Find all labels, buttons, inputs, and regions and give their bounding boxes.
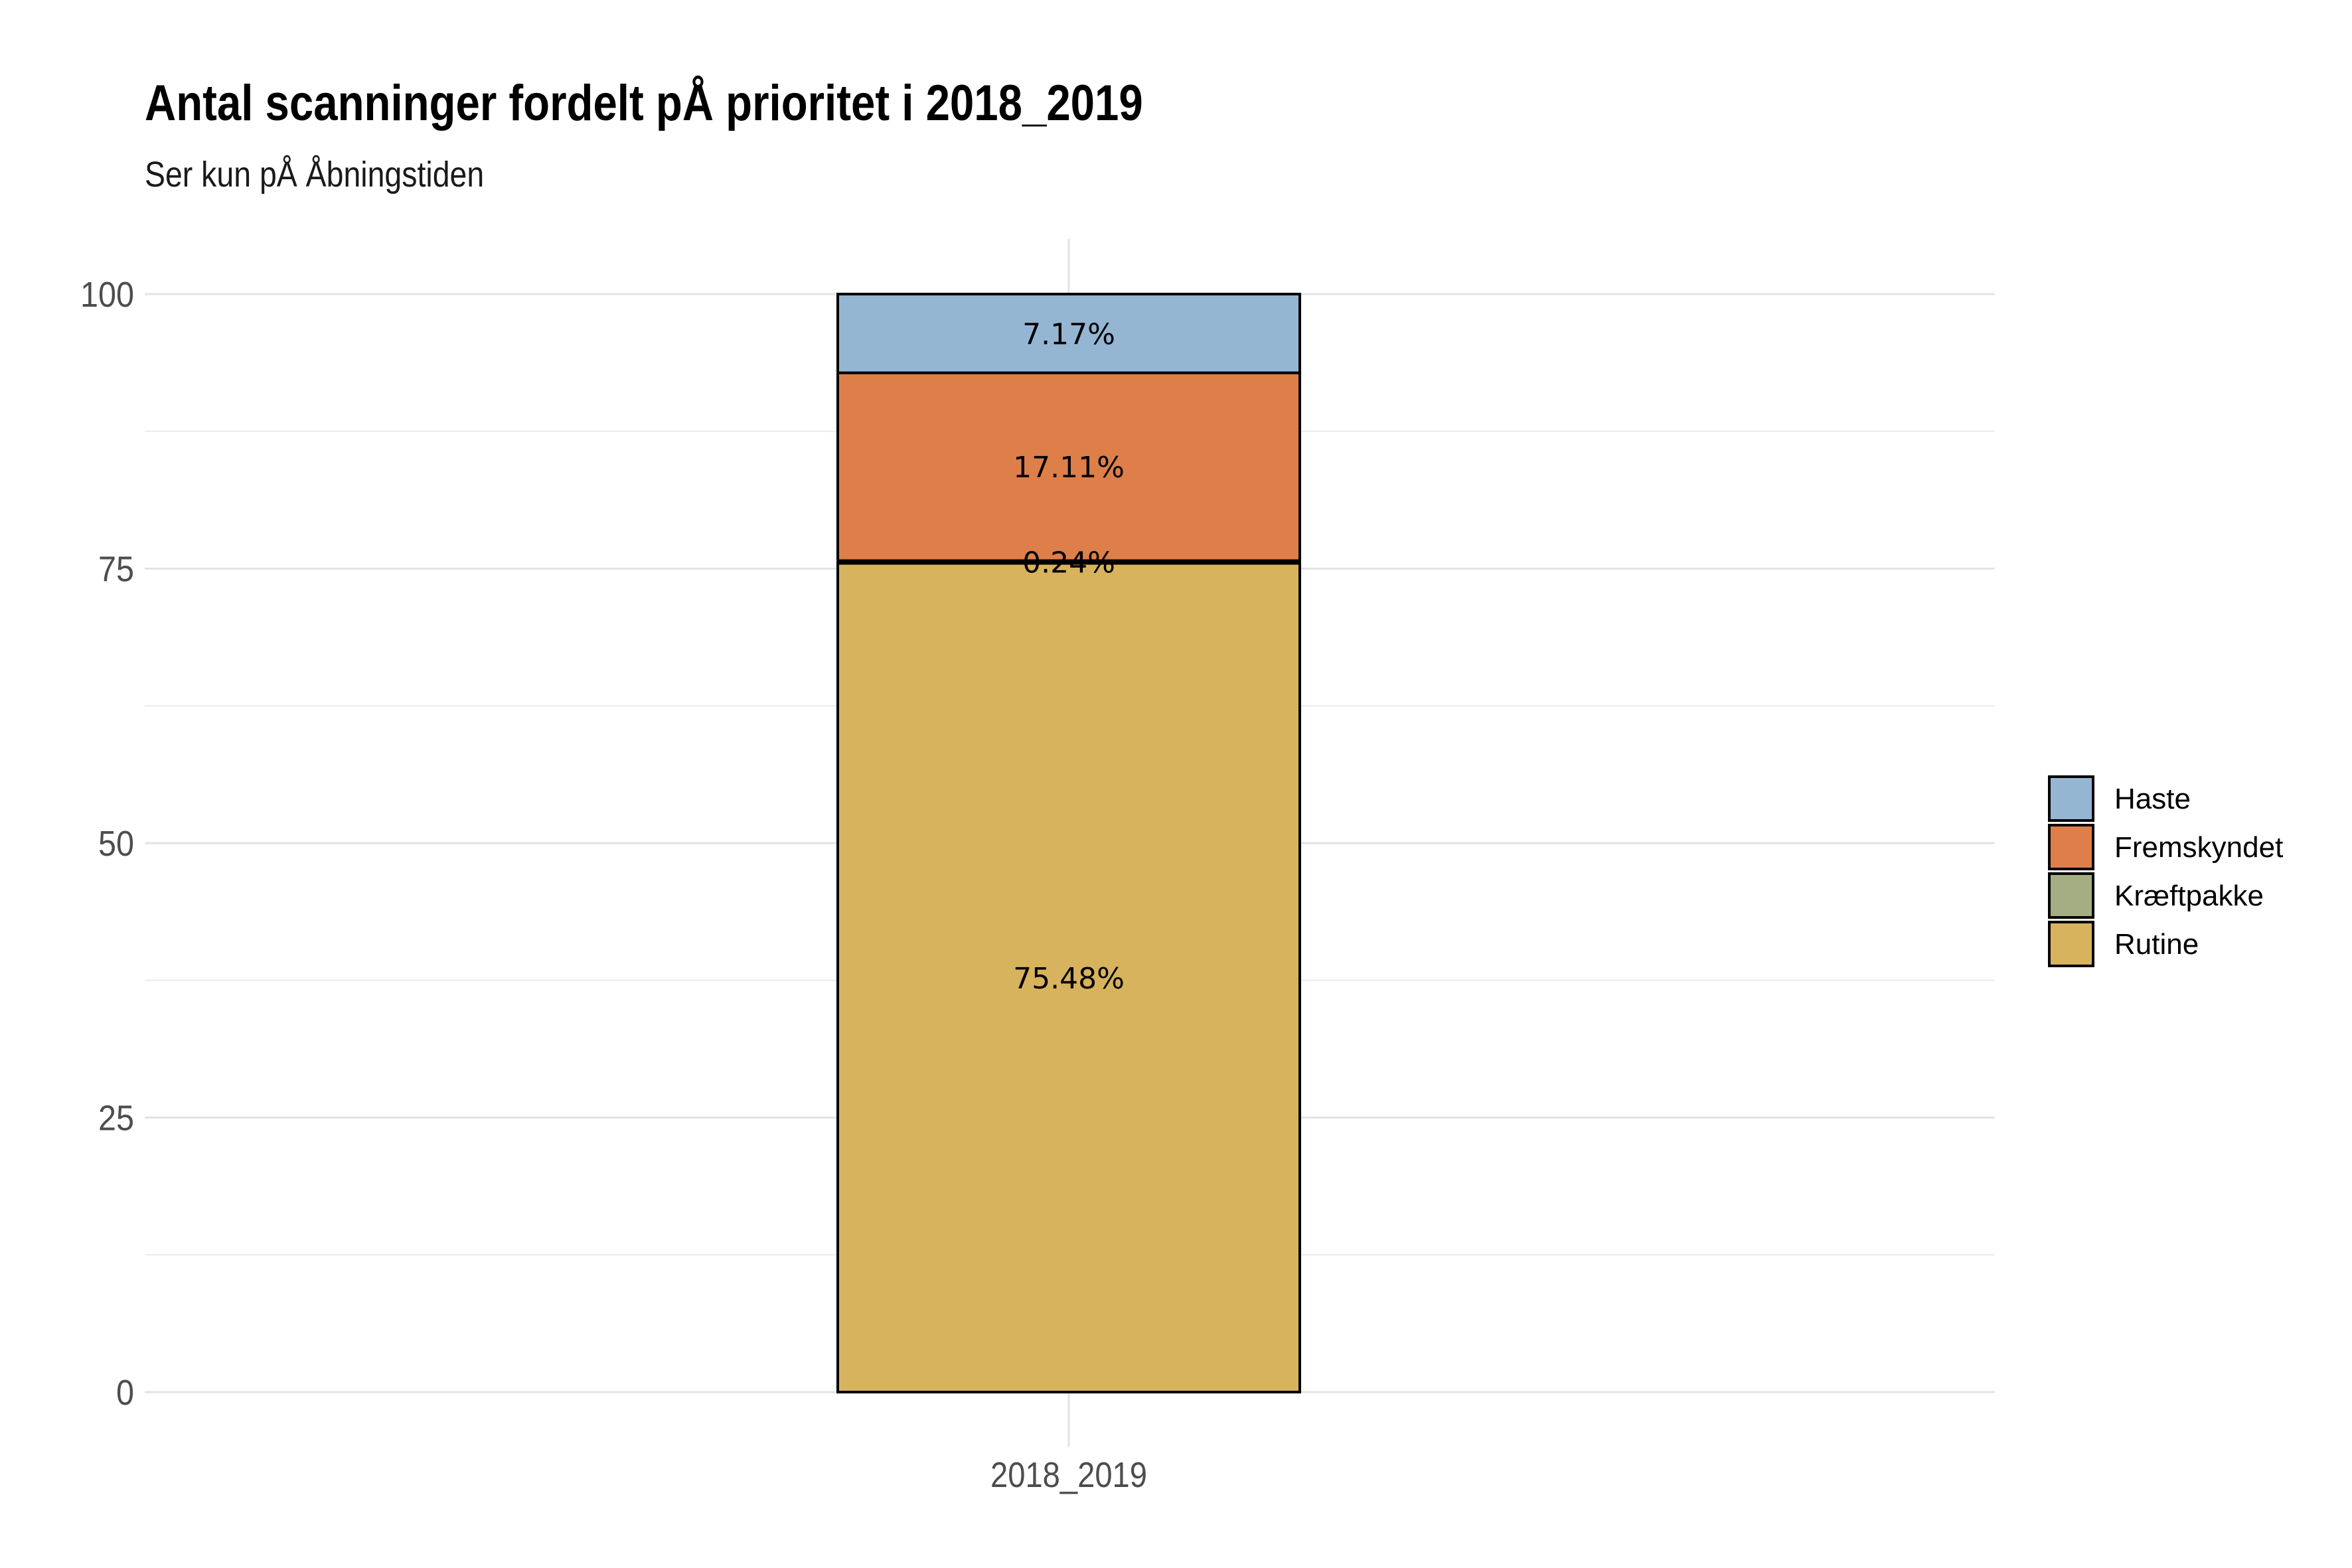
y-tick-label: 100 (80, 275, 134, 315)
bar-value-label: 0.24% (1022, 546, 1115, 580)
chart-subtitle: Ser kun pÅ Åbningstiden (145, 155, 485, 195)
bar-segment-rutine (836, 562, 1301, 1393)
bar-segment-fremskyndet (836, 371, 1301, 562)
x-tick-label: 2018_2019 (990, 1455, 1147, 1495)
bar-value-label: 7.17% (1022, 317, 1115, 351)
y-tick-label: 25 (98, 1099, 134, 1138)
bar-labels: 75.48% 0.24% 17.11% 7.17% (1013, 317, 1125, 995)
legend-swatch (2048, 775, 2094, 822)
y-axis: 0 25 50 75 100 (80, 275, 134, 1413)
bar-value-label: 17.11% (1013, 451, 1125, 485)
legend-swatch (2048, 872, 2094, 919)
y-tick-label: 50 (98, 824, 134, 864)
bar-value-label: 75.48% (1013, 962, 1125, 996)
legend-label: Rutine (2114, 928, 2199, 961)
legend: Haste Fremskyndet Kræftpakke Rutine (2048, 775, 2283, 967)
legend-label: Haste (2114, 783, 2191, 815)
bar-segment-haste (836, 293, 1301, 374)
x-axis: 2018_2019 (990, 1455, 1147, 1495)
legend-swatch (2048, 921, 2094, 967)
legend-label: Kræftpakke (2114, 880, 2264, 912)
legend-swatch (2048, 824, 2094, 870)
y-tick-label: 75 (98, 550, 134, 589)
bar-segments (836, 293, 1301, 1393)
y-tick-label: 0 (116, 1373, 134, 1413)
chart-title: Antal scanninger fordelt pÅ prioritet i … (145, 75, 1143, 131)
legend-label: Fremskyndet (2114, 831, 2283, 864)
